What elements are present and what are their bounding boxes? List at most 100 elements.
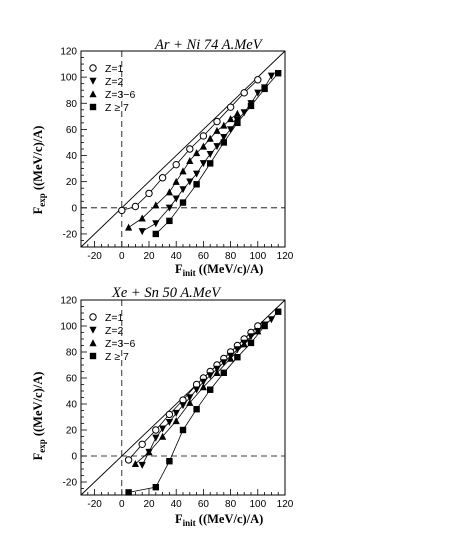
series-1 — [124, 322, 262, 464]
legend-label: Z=3−6 — [105, 338, 136, 350]
data-point — [227, 126, 235, 134]
data-point — [199, 383, 207, 391]
data-point — [152, 220, 160, 228]
y-tick-label: 120 — [60, 47, 77, 58]
x-tick-label: 60 — [198, 251, 210, 262]
data-point — [131, 202, 140, 211]
data-point — [193, 406, 200, 413]
series-line — [135, 330, 259, 465]
legend-marker — [89, 339, 97, 347]
legend-label: Z=2 — [105, 76, 124, 88]
data-point — [199, 132, 208, 140]
legend-label: Z ≥ 7 — [105, 102, 129, 114]
series-1 — [118, 76, 262, 215]
x-tick-label: 0 — [119, 499, 125, 510]
x-tick-label: 40 — [171, 499, 183, 510]
legend-marker — [89, 326, 97, 334]
legend-label: Z=3−6 — [105, 89, 136, 101]
x-tick-label: 100 — [249, 499, 266, 510]
data-point — [165, 188, 173, 196]
data-point — [247, 333, 255, 341]
data-point — [179, 167, 187, 175]
data-point — [159, 425, 167, 433]
data-point — [158, 174, 167, 182]
panel-2-series — [124, 308, 282, 496]
data-point — [172, 195, 180, 203]
data-point — [234, 354, 241, 361]
data-point — [213, 143, 221, 151]
data-point — [206, 134, 214, 142]
data-point — [267, 316, 275, 324]
series-3 — [125, 109, 241, 231]
data-point — [172, 177, 180, 185]
data-point — [233, 109, 241, 117]
series-3 — [131, 327, 262, 467]
x-tick-label: 60 — [198, 499, 210, 510]
data-point — [220, 121, 228, 129]
data-point — [172, 417, 180, 425]
series-2 — [138, 316, 275, 469]
y-tick-label: -20 — [63, 478, 78, 489]
x-tick-label: 80 — [225, 251, 237, 262]
series-4 — [125, 308, 282, 496]
panel-1-legend: Z=1Z=2Z=3−6Z ≥ 7 — [89, 63, 136, 114]
data-point — [193, 386, 201, 394]
panel-1-title: Ar + Ni 74 A.MeV — [154, 37, 264, 53]
legend-marker — [89, 77, 97, 85]
data-point — [261, 85, 268, 93]
data-point — [186, 398, 194, 406]
panel-1-x-ticks: -20 0 20 40 60 80 100 120 — [80, 241, 294, 262]
data-point — [233, 346, 241, 354]
x-tick-label: 20 — [143, 251, 155, 262]
y-tick-label: 120 — [60, 296, 77, 307]
data-point — [213, 369, 221, 376]
panel-1: Ar + Ni 74 A.MeV Fexp ((MeV/c)/A) Finit … — [31, 37, 294, 278]
data-point — [118, 206, 126, 215]
panel-2-x-ticks: -20 0 20 40 60 80 100 120 — [80, 489, 294, 510]
x-tick-label: 40 — [171, 251, 183, 262]
panel-2-x-axis-label: Finit ((MeV/c)/A) — [175, 512, 263, 528]
series-4 — [152, 70, 282, 238]
panel-1-y-axis-label: Fexp ((MeV/c)/A) — [31, 126, 47, 215]
data-point — [206, 151, 214, 159]
data-point — [125, 223, 133, 231]
y-tick-label: 80 — [66, 348, 78, 359]
data-point — [186, 156, 194, 164]
data-point — [193, 170, 201, 178]
legend-label: Z=1 — [105, 312, 124, 324]
data-point — [207, 386, 214, 393]
reference-diagonal-line — [80, 50, 286, 248]
data-point — [275, 70, 282, 77]
data-point — [186, 145, 194, 153]
y-tick-label: 100 — [60, 322, 77, 333]
legend-marker — [89, 352, 97, 360]
panel-2-title: Xe + Sn 50 A.MeV — [111, 285, 222, 301]
y-tick-label: 0 — [71, 452, 77, 463]
data-point — [152, 484, 159, 491]
y-tick-label: -20 — [63, 229, 78, 240]
legend-marker — [89, 313, 97, 321]
data-point — [213, 126, 221, 134]
data-point — [199, 142, 207, 150]
data-point — [186, 394, 194, 402]
data-point — [179, 186, 187, 194]
x-tick-label: 0 — [119, 251, 125, 262]
data-point — [199, 160, 207, 168]
panel-2-legend: Z=1Z=2Z=3−6Z ≥ 7 — [89, 312, 136, 363]
data-point — [247, 102, 255, 110]
data-point — [152, 426, 160, 434]
data-point — [227, 115, 235, 123]
data-point — [220, 134, 228, 142]
data-point — [165, 204, 173, 212]
data-point — [165, 419, 173, 426]
y-tick-label: 40 — [66, 400, 78, 411]
data-point — [152, 434, 160, 442]
panel-1-series — [118, 70, 282, 238]
data-point — [152, 230, 159, 238]
data-point — [138, 461, 146, 469]
data-point — [275, 308, 282, 315]
data-point — [165, 410, 174, 419]
y-tick-label: 60 — [66, 125, 78, 136]
panel-2-y-axis-label: Fexp ((MeV/c)/A) — [31, 372, 47, 461]
